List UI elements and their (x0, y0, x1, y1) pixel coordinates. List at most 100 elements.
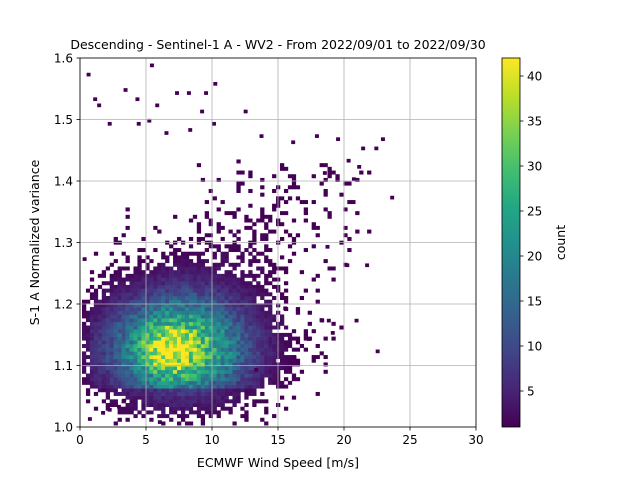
heatmap-cell (113, 284, 118, 289)
heatmap-cell (204, 270, 209, 275)
heatmap-cell (145, 296, 150, 300)
heatmap-cell (200, 340, 206, 345)
heatmap-cell (192, 281, 198, 286)
heatmap-cell (153, 347, 158, 352)
heatmap-cell (89, 358, 95, 363)
heatmap-cell (153, 406, 158, 411)
heatmap-cell (149, 284, 154, 289)
heatmap-cell (89, 384, 95, 389)
heatmap-cell (264, 236, 269, 241)
heatmap-cell (335, 174, 340, 179)
heatmap-cell (244, 248, 249, 253)
heatmap-cell (252, 288, 257, 293)
heatmap-cell (145, 321, 150, 326)
heatmap-cell (260, 318, 265, 323)
y-tick-label: 1.2 (54, 297, 73, 311)
heatmap-cell (322, 171, 327, 175)
heatmap-cell (137, 273, 142, 278)
heatmap-cell (133, 391, 138, 396)
heatmap-cell (295, 362, 301, 367)
heatmap-cell (129, 373, 134, 378)
heatmap-cell (101, 310, 107, 315)
heatmap-cell (200, 384, 206, 389)
heatmap-cell (200, 262, 206, 267)
heatmap-cell (153, 318, 158, 323)
heatmap-cell (212, 362, 217, 367)
heatmap-cell (113, 373, 118, 378)
heatmap-cell (89, 336, 95, 341)
heatmap-cell (228, 362, 233, 367)
heatmap-cell (279, 380, 285, 385)
heatmap-cell (184, 340, 190, 345)
heatmap-cell (252, 292, 257, 297)
heatmap-cell (153, 395, 158, 400)
heatmap-cell (295, 233, 301, 238)
heatmap-cell (283, 366, 289, 371)
heatmap-cell (200, 307, 206, 312)
heatmap-cell (125, 273, 130, 278)
heatmap-cell (177, 262, 182, 267)
heatmap-cell (149, 314, 154, 319)
heatmap-cell (141, 351, 146, 356)
heatmap-cell (204, 303, 209, 308)
heatmap-cell (188, 259, 194, 264)
heatmap-cell (212, 270, 217, 275)
heatmap-cell (137, 373, 142, 378)
heatmap-cell (256, 362, 261, 367)
heatmap-cell (232, 380, 237, 385)
heatmap-cell (85, 399, 91, 404)
heatmap-cell (141, 307, 146, 312)
heatmap-cell (121, 318, 126, 323)
heatmap-cell (252, 347, 257, 352)
heatmap-cell (117, 281, 122, 286)
heatmap-cell (224, 391, 229, 396)
heatmap-cell (109, 284, 114, 289)
heatmap-cell (145, 343, 150, 348)
heatmap-cell (336, 137, 341, 142)
heatmap-cell (137, 314, 142, 319)
heatmap-cell (216, 321, 221, 326)
heatmap-cell (260, 373, 265, 378)
heatmap-cell (216, 307, 221, 312)
heatmap-cell (361, 146, 366, 151)
heatmap-cell (157, 262, 162, 267)
heatmap-cell (165, 266, 170, 271)
heatmap-cell (248, 332, 253, 337)
heatmap-cell (196, 222, 202, 227)
heatmap-cell (295, 307, 301, 312)
heatmap-cell (117, 307, 122, 312)
heatmap-cell (212, 262, 217, 267)
heatmap-cell (145, 281, 150, 286)
heatmap-cell (244, 299, 249, 304)
heatmap-cell (165, 351, 170, 356)
heatmap-cell (256, 329, 261, 334)
heatmap-cell (204, 314, 209, 319)
heatmap-cell (192, 336, 198, 341)
heatmap-cell (272, 262, 277, 267)
heatmap-cell (188, 388, 194, 393)
heatmap-cell (177, 399, 182, 404)
heatmap-cell (109, 318, 114, 323)
heatmap-cell (149, 403, 154, 408)
heatmap-cell (283, 299, 289, 304)
heatmap-cell (196, 406, 202, 411)
heatmap-cell (232, 355, 237, 360)
heatmap-cell (161, 277, 166, 282)
heatmap-cell (173, 358, 178, 363)
heatmap-cell (208, 296, 213, 300)
heatmap-cell (81, 380, 87, 385)
heatmap-cell (192, 307, 198, 312)
heatmap-cell (220, 355, 225, 360)
heatmap-cell (161, 299, 166, 304)
heatmap-cell (184, 262, 190, 267)
heatmap-cell (165, 288, 170, 293)
heatmap-cell (117, 377, 122, 382)
heatmap-cell (204, 380, 209, 385)
heatmap-cell (248, 384, 253, 389)
heatmap-cell (208, 358, 213, 363)
heatmap-cell (315, 273, 320, 278)
heatmap-cell (220, 255, 225, 260)
x-tick-label: 30 (468, 433, 483, 447)
heatmap-cell (157, 273, 162, 278)
heatmap-cell (256, 384, 261, 389)
